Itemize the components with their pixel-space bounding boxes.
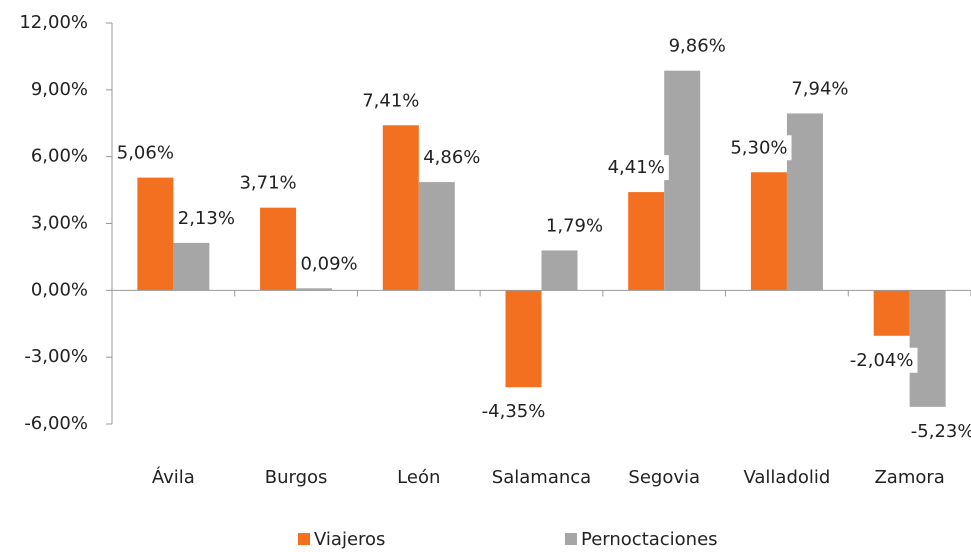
x-tick-label: Zamora [874, 467, 944, 488]
value-label-group: -4,35% [477, 399, 550, 425]
value-label-bg [906, 418, 971, 444]
legend-swatch [565, 533, 577, 545]
value-label-bg [664, 33, 730, 59]
bar [505, 290, 542, 388]
y-tick-label: 6,00% [31, 146, 88, 167]
value-label-group: 4,86% [419, 145, 485, 171]
value-label: -2,04% [850, 350, 914, 371]
value-label-bg [603, 155, 669, 181]
value-label-group: 7,41% [358, 88, 424, 114]
bar [873, 290, 910, 336]
value-label-bg [235, 170, 301, 196]
value-label: 5,06% [117, 143, 174, 164]
value-label: 9,86% [669, 36, 726, 57]
value-label-group: -2,04% [845, 347, 918, 373]
x-tick-label: Burgos [265, 467, 328, 488]
value-label: 3,71% [239, 173, 296, 194]
value-label: 1,79% [546, 215, 603, 236]
value-label-bg [787, 76, 853, 102]
x-tick-label: Ávila [152, 466, 195, 488]
bar [260, 207, 297, 291]
y-tick-label: 3,00% [31, 213, 88, 234]
bar [173, 242, 210, 291]
x-tick-label: León [397, 467, 440, 488]
value-label-bg [726, 135, 792, 161]
value-label-bg [541, 213, 608, 239]
value-label: 5,30% [730, 137, 787, 158]
y-tick-label: -3,00% [24, 346, 88, 367]
value-label-group: 4,41% [603, 155, 669, 181]
value-label-group: 7,94% [787, 76, 853, 102]
x-tick-label: Segovia [628, 467, 700, 488]
value-label: 4,86% [423, 147, 480, 168]
value-label-group: 5,06% [112, 140, 178, 166]
bar [418, 182, 455, 291]
bar [541, 250, 578, 291]
value-label: 7,41% [362, 90, 419, 111]
value-label: 7,94% [791, 78, 848, 99]
value-label-group: 2,13% [173, 205, 239, 231]
value-label-bg [112, 140, 178, 166]
bar [382, 125, 419, 291]
value-label-group: 5,30% [726, 135, 792, 161]
bar [137, 177, 174, 291]
value-label: 2,13% [178, 208, 235, 229]
y-tick-label: 9,00% [31, 79, 88, 100]
bar [664, 70, 701, 291]
y-tick-label: 0,00% [31, 279, 88, 300]
legend-swatch [298, 533, 310, 545]
value-label-group: 0,09% [296, 251, 362, 277]
legend-label: Viajeros [314, 529, 385, 550]
value-label-group: 9,86% [664, 33, 730, 59]
x-tick-label: Salamanca [492, 467, 591, 488]
value-label-bg [845, 347, 918, 373]
bar [296, 288, 333, 291]
x-tick-label: Valladolid [743, 467, 830, 488]
value-label-group: -5,23% [906, 418, 971, 444]
value-label-group: 3,71% [235, 170, 301, 196]
value-label-bg [296, 251, 362, 277]
value-label-bg [477, 399, 550, 425]
value-label: 4,41% [608, 157, 665, 178]
value-label-bg [419, 145, 485, 171]
legend-label: Pernoctaciones [581, 529, 718, 550]
value-label-group: 1,79% [541, 213, 608, 239]
value-label: -4,35% [482, 401, 546, 422]
value-label-bg [358, 88, 424, 114]
y-tick-label: -6,00% [24, 413, 88, 434]
value-label: 0,09% [300, 253, 357, 274]
value-label: -5,23% [911, 421, 971, 442]
value-label-bg [173, 205, 239, 231]
bar [786, 113, 823, 291]
bar [750, 172, 787, 291]
bar [628, 192, 665, 291]
y-tick-label: 12,00% [19, 12, 88, 33]
